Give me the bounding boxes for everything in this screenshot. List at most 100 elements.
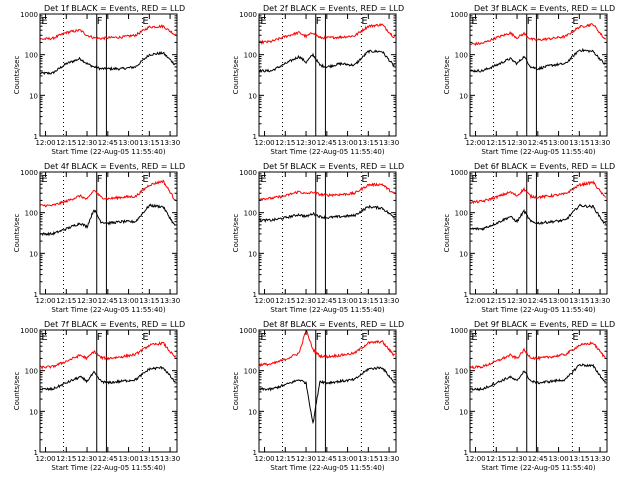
x-tick-label: 13:30 [379, 139, 399, 147]
series-lld-line [469, 180, 607, 205]
marker-label: F [527, 332, 533, 343]
x-tick-label: 12:15 [275, 455, 295, 463]
x-tick-label: 12:30 [77, 455, 97, 463]
x-tick-label: 12:45 [528, 139, 548, 147]
x-tick-label: 12:15 [56, 139, 76, 147]
marker-label: F [316, 332, 322, 343]
y-tick-label: 1 [464, 291, 468, 299]
series-lld-line [39, 341, 177, 371]
series-events-line [469, 203, 607, 231]
y-tick-label: 10 [248, 250, 257, 258]
panel-title: Det 7f BLACK = Events, RED = LLD [44, 320, 185, 329]
plot-frame [258, 171, 397, 295]
x-tick-label: 13:15 [139, 455, 159, 463]
x-tick-label: 13:00 [118, 139, 138, 147]
x-tick-label: 12:30 [296, 297, 316, 305]
x-tick-label: 12:00 [254, 455, 274, 463]
y-tick-label: 100 [244, 368, 257, 376]
x-tick-label: 13:30 [379, 297, 399, 305]
series-events-line [469, 363, 606, 392]
y-tick-label: 1 [253, 449, 257, 457]
series-events-line [258, 204, 395, 223]
y-tick-label: 1000 [450, 11, 468, 19]
marker-label: E [572, 332, 578, 343]
y-axis-label: Counts/sec [13, 372, 21, 411]
y-tick-label: 10 [248, 408, 257, 416]
x-tick-label: 12:00 [35, 139, 55, 147]
y-tick-label: 1 [253, 291, 257, 299]
marker-label: E [142, 174, 148, 185]
y-tick-label: 1 [464, 133, 468, 141]
y-tick-label: 1000 [239, 327, 257, 335]
marker-label: F [527, 16, 533, 27]
panel-det-7: Det 7f BLACK = Events, RED = LLD E F E 1 10 10… [13, 320, 185, 472]
panel-det-3: Det 3f BLACK = Events, RED = LLD E F E 1 10 10… [443, 4, 615, 156]
marker-label: E [572, 16, 578, 27]
marker-label: F [97, 332, 103, 343]
y-tick-label: 100 [244, 210, 257, 218]
x-axis-label: Start Time (22-Aug-05 11:55:40) [481, 148, 595, 156]
x-tick-label: 12:00 [35, 455, 55, 463]
marker-label: E [41, 16, 47, 27]
panel-title: Det 1f BLACK = Events, RED = LLD [44, 4, 185, 13]
panel-det-4: Det 4f BLACK = Events, RED = LLD E F E 1 10 10… [13, 162, 185, 314]
y-tick-label: 10 [459, 408, 468, 416]
x-tick-label: 13:30 [160, 455, 180, 463]
x-tick-label: 12:45 [317, 297, 337, 305]
marker-label: E [361, 174, 367, 185]
x-axis-label: Start Time (22-Aug-05 11:55:40) [51, 306, 165, 314]
panel-title: Det 6f BLACK = Events, RED = LLD [474, 162, 615, 171]
plot-frame [469, 171, 608, 295]
x-tick-label: 12:30 [507, 139, 527, 147]
x-tick-label: 12:00 [465, 297, 485, 305]
x-axis-label: Start Time (22-Aug-05 11:55:40) [270, 148, 384, 156]
x-tick-label: 13:15 [569, 297, 589, 305]
series-events-line [258, 49, 395, 74]
x-tick-label: 13:30 [590, 455, 610, 463]
x-tick-label: 13:00 [548, 455, 568, 463]
series-lld-line [39, 179, 176, 208]
x-tick-label: 12:45 [98, 297, 118, 305]
y-axis-label: Counts/sec [232, 56, 240, 95]
x-tick-label: 12:45 [98, 455, 118, 463]
x-tick-label: 13:30 [160, 139, 180, 147]
x-tick-label: 12:30 [296, 139, 316, 147]
y-tick-label: 1 [34, 133, 38, 141]
series-events-line [39, 366, 176, 392]
y-tick-label: 100 [25, 210, 38, 218]
y-tick-label: 1000 [239, 11, 257, 19]
panel-det-6: Det 6f BLACK = Events, RED = LLD E F E 1 10 10… [443, 162, 615, 314]
y-tick-label: 1 [464, 449, 468, 457]
marker-label: E [41, 174, 47, 185]
y-tick-label: 10 [29, 408, 38, 416]
y-tick-label: 1000 [239, 169, 257, 177]
plot-frame [39, 171, 178, 295]
x-tick-label: 13:15 [569, 455, 589, 463]
x-tick-label: 13:30 [590, 139, 610, 147]
x-tick-label: 12:15 [275, 139, 295, 147]
series-lld-line [258, 182, 395, 201]
x-tick-label: 13:15 [358, 139, 378, 147]
marker-label: E [471, 332, 477, 343]
x-tick-label: 12:30 [296, 455, 316, 463]
x-tick-label: 12:00 [254, 297, 274, 305]
y-tick-label: 100 [455, 368, 468, 376]
x-tick-label: 13:00 [337, 139, 357, 147]
series-events-line [39, 203, 176, 237]
series-lld-line [258, 330, 395, 368]
x-tick-label: 12:15 [56, 297, 76, 305]
panel-title: Det 2f BLACK = Events, RED = LLD [263, 4, 404, 13]
y-tick-label: 1000 [450, 327, 468, 335]
x-tick-label: 13:15 [139, 297, 159, 305]
y-tick-label: 100 [455, 210, 468, 218]
x-tick-label: 13:15 [569, 139, 589, 147]
x-tick-label: 12:15 [486, 455, 506, 463]
marker-label: F [527, 174, 533, 185]
x-axis-label: Start Time (22-Aug-05 11:55:40) [270, 306, 384, 314]
x-tick-label: 12:45 [98, 139, 118, 147]
x-tick-label: 12:00 [465, 455, 485, 463]
marker-label: F [97, 174, 103, 185]
panel-det-9: Det 9f BLACK = Events, RED = LLD E F E 1 10 10… [443, 320, 615, 472]
marker-label: E [41, 332, 47, 343]
x-tick-label: 12:00 [465, 139, 485, 147]
